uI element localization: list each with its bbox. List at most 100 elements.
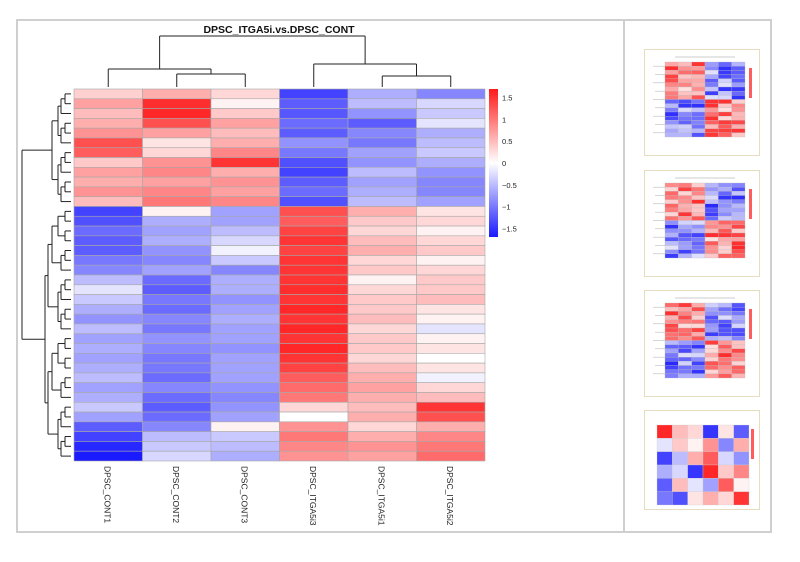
thumbnail-cell	[704, 212, 719, 217]
thumbnail-cell	[691, 99, 706, 104]
thumbnail-heatmap-3[interactable]	[644, 290, 760, 397]
thumbnail-cell	[678, 82, 692, 88]
thumbnail-cell	[678, 232, 692, 238]
thumbnail-cell	[678, 203, 692, 209]
thumbnail-cell	[731, 323, 746, 329]
thumbnail-cell	[691, 241, 706, 246]
thumbnail-cell	[704, 128, 719, 133]
thumbnail-cell	[678, 116, 692, 121]
heatmap-cell	[416, 137, 486, 149]
thumbnail-cell	[678, 373, 692, 379]
thumbnail-cell	[664, 249, 679, 254]
thumbnail-cell	[718, 340, 732, 345]
thumbnail-cell	[691, 307, 706, 312]
thumbnail-correlation[interactable]	[644, 410, 760, 510]
heatmap-cell	[347, 313, 417, 325]
thumbnail-cell	[731, 344, 746, 349]
thumbnail-cell	[718, 327, 732, 333]
thumbnail-cell	[678, 95, 692, 100]
heatmap-cell	[210, 157, 280, 168]
heatmap-cell	[279, 333, 349, 344]
thumbnail-cell	[691, 253, 706, 259]
heatmap-cell	[73, 362, 143, 374]
thumbnail-cell	[718, 95, 732, 100]
thumbnail-cell	[718, 207, 732, 213]
thumbnail-cell	[704, 253, 719, 259]
thumbnail-cell	[672, 424, 688, 439]
thumbnail-cell	[678, 66, 692, 71]
heatmap-cell	[347, 118, 417, 129]
thumbnail-cell	[664, 203, 679, 209]
thumbnail-cell	[691, 103, 706, 108]
heatmap-cell	[73, 411, 143, 423]
thumbnail-cell	[664, 228, 679, 234]
color-legend-tick: −0.5	[502, 181, 517, 190]
heatmap-cell	[347, 421, 417, 432]
thumbnail-cell	[678, 361, 692, 366]
heatmap-cell	[416, 186, 486, 197]
thumbnail-cell	[704, 336, 719, 341]
heatmap-cell	[73, 186, 143, 197]
heatmap-cell	[347, 147, 417, 158]
thumbnail-cell	[678, 78, 692, 83]
thumbnail-cell	[731, 212, 746, 217]
heatmap-cell	[416, 245, 486, 256]
thumbnail-cell	[731, 132, 746, 138]
thumbnail-cell	[691, 66, 706, 71]
thumbnail-cell	[718, 315, 732, 320]
thumbnail-cell	[704, 224, 719, 229]
thumbnail-cell	[731, 340, 746, 345]
heatmap-cell	[416, 88, 486, 100]
thumbnail-cell	[718, 216, 732, 221]
thumbnail-cell	[691, 182, 706, 188]
heatmap-cell	[347, 411, 417, 423]
heatmap-cell	[416, 127, 486, 139]
heatmap-cell	[73, 294, 143, 305]
thumbnail-cell	[678, 220, 692, 225]
heatmap-cell	[210, 372, 280, 383]
heatmap-cell	[210, 294, 280, 305]
heatmap-cell	[142, 98, 212, 109]
heatmap-cell	[416, 323, 486, 335]
heatmap-cell	[73, 421, 143, 432]
thumbnail-cell	[733, 478, 750, 492]
thumbnail-cell	[731, 373, 746, 379]
thumbnail-heatmap-2[interactable]	[644, 170, 760, 277]
heatmap-cell	[279, 274, 349, 286]
thumbnail-cell	[731, 182, 746, 188]
heatmap-cell	[279, 137, 349, 149]
thumbnail-cell	[718, 124, 732, 129]
column-labels: DPSC_CONT1 DPSC_CONT2 DPSC_CONT3 DPSC_ITGA5…	[102, 466, 455, 526]
heatmap-cell	[347, 137, 417, 149]
color-legend-bar	[489, 89, 498, 237]
thumbnail-cell	[664, 373, 679, 379]
thumbnail-cell	[704, 99, 719, 104]
thumbnail-cell	[691, 195, 706, 200]
thumbnail-cell	[704, 91, 719, 96]
heatmap-cell	[347, 343, 417, 354]
heatmap-cell	[142, 450, 212, 462]
thumbnail-cell	[664, 78, 679, 83]
thumbnail-cell	[664, 307, 679, 312]
heatmap-cell	[142, 225, 212, 237]
heatmap-cell	[142, 88, 212, 100]
thumbnail-heatmap-1[interactable]	[644, 49, 760, 156]
heatmap-cell	[347, 215, 417, 227]
heatmap-cell	[210, 127, 280, 139]
thumbnail-cell	[664, 82, 679, 88]
heatmap-cell	[279, 186, 349, 197]
thumbnail-cell	[691, 82, 706, 88]
heatmap-cell	[279, 196, 349, 207]
column-label: DPSC_CONT3	[239, 466, 249, 523]
heatmap-cell	[279, 264, 349, 276]
heatmap-cell	[416, 206, 486, 217]
thumbnail-cell	[704, 132, 719, 138]
heatmap-cell	[210, 245, 280, 256]
thumbnail-cell	[704, 111, 719, 117]
heatmap-cell	[279, 450, 349, 462]
heatmap-cell	[142, 118, 212, 129]
thumbnail-cell	[704, 95, 719, 100]
thumbnail-cell	[731, 74, 746, 79]
thumbnail-cell	[664, 111, 679, 117]
color-legend-tick: 0	[502, 159, 506, 168]
